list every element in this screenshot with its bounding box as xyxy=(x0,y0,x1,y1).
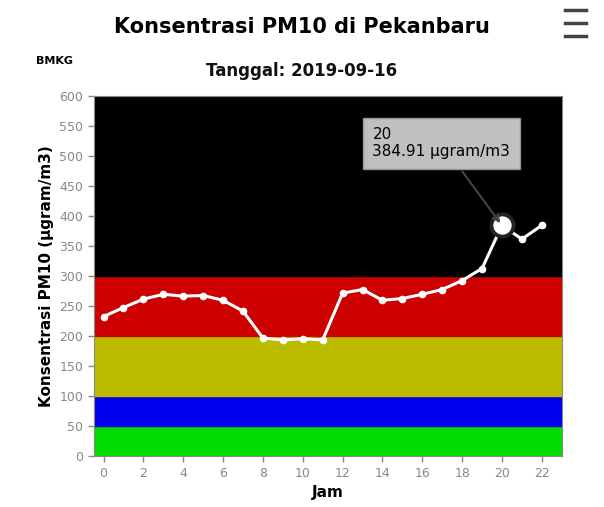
Text: 20
384.91 μgram/m3: 20 384.91 μgram/m3 xyxy=(373,127,510,221)
Bar xyxy=(94,276,562,336)
Bar xyxy=(94,396,562,426)
Bar xyxy=(94,336,562,396)
Bar xyxy=(94,426,562,456)
Text: Tanggal: 2019-09-16: Tanggal: 2019-09-16 xyxy=(207,62,397,80)
Y-axis label: Konsentrasi PM10 (μgram/m3): Konsentrasi PM10 (μgram/m3) xyxy=(39,146,54,407)
Bar xyxy=(94,96,562,276)
Text: BMKG: BMKG xyxy=(36,56,73,66)
X-axis label: Jam: Jam xyxy=(312,485,344,500)
Text: Konsentrasi PM10 di Pekanbaru: Konsentrasi PM10 di Pekanbaru xyxy=(114,17,490,37)
